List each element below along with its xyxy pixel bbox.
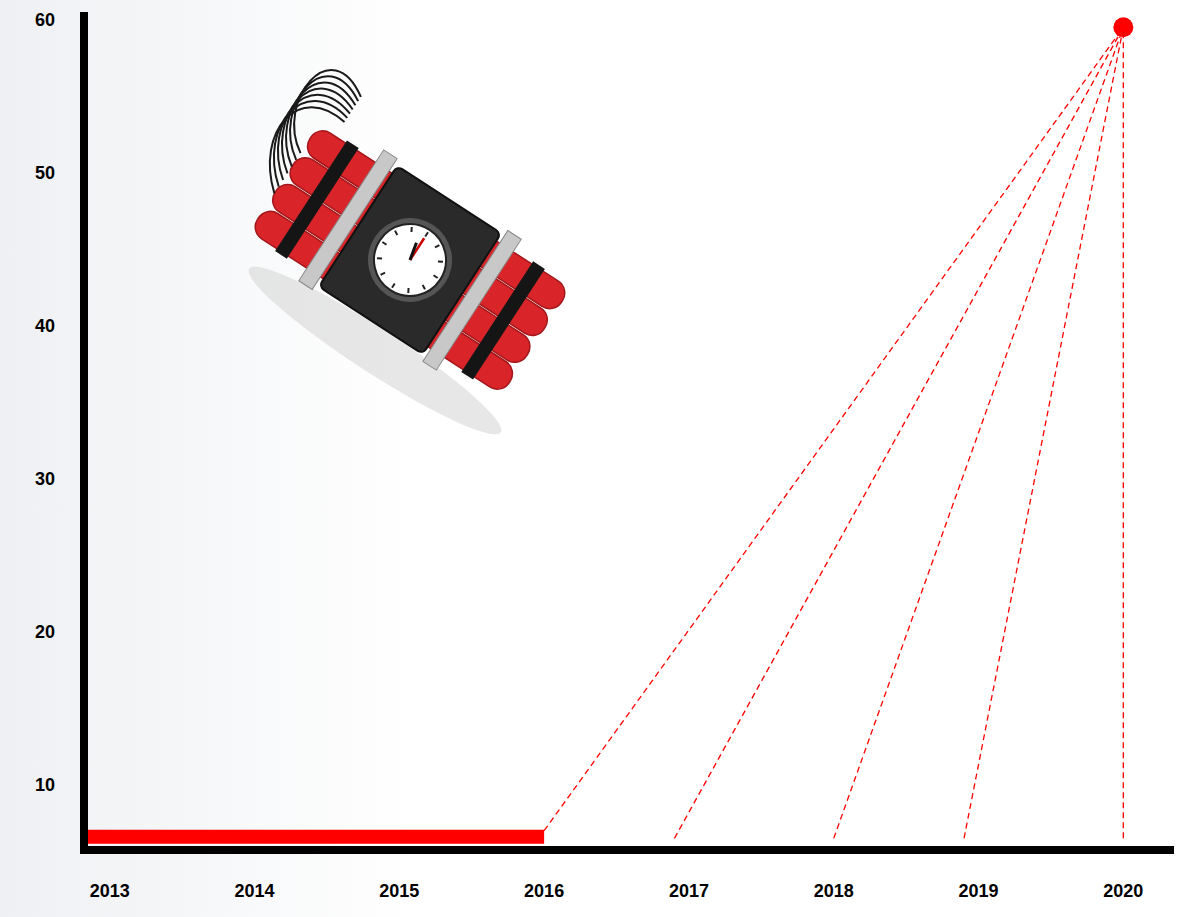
wire — [252, 88, 348, 198]
dashed-line — [674, 27, 1123, 838]
clock-tick — [421, 285, 426, 289]
clock-tick — [377, 256, 382, 260]
y-tick-label: 60 — [35, 10, 55, 30]
solid-line — [88, 830, 544, 844]
dashed-line — [544, 27, 1123, 830]
y-tick-label: 40 — [35, 316, 55, 336]
clock-tick — [394, 231, 399, 235]
tape — [461, 261, 545, 379]
plot-data — [88, 17, 1133, 838]
dashed-line — [834, 27, 1124, 838]
x-tick-label: 2019 — [958, 881, 998, 901]
y-tick-label: 20 — [35, 622, 55, 642]
y-axis — [80, 12, 88, 846]
timer-box — [319, 166, 501, 354]
clock-tick — [435, 244, 439, 249]
x-tick-label: 2014 — [234, 881, 274, 901]
background — [0, 0, 1180, 917]
clock-tick — [392, 283, 395, 287]
dashed-line — [964, 27, 1123, 838]
y-tick-label: 50 — [35, 163, 55, 183]
clock-tick — [409, 227, 413, 232]
clock-tick — [382, 242, 386, 245]
x-tick-label: 2013 — [90, 881, 130, 901]
clock-rim — [352, 202, 468, 318]
clock-face — [360, 210, 460, 310]
clock-tick — [406, 288, 410, 293]
clock-tick — [433, 275, 437, 278]
x-tick-label: 2015 — [379, 881, 419, 901]
wire — [248, 93, 346, 204]
bomb-illustration — [194, 60, 618, 451]
y-tick-label: 10 — [35, 775, 55, 795]
x-tick-label: 2020 — [1103, 881, 1143, 901]
tape — [275, 140, 359, 258]
x-tick-label: 2016 — [524, 881, 564, 901]
chart: 10 20 30 40 50 60 2013 2014 2015 2016 2017 2018 2019… — [0, 0, 1180, 917]
point — [1113, 17, 1133, 37]
clock-hand — [407, 243, 420, 260]
clock-tick — [438, 259, 443, 263]
dashed-line — [1123, 27, 1124, 838]
clock-tick — [381, 271, 385, 276]
x-tick-label: 2017 — [669, 881, 709, 901]
x-axis — [80, 846, 1174, 854]
clock-tick — [425, 232, 428, 236]
y-tick-label: 30 — [35, 469, 55, 489]
x-tick-label: 2018 — [814, 881, 854, 901]
